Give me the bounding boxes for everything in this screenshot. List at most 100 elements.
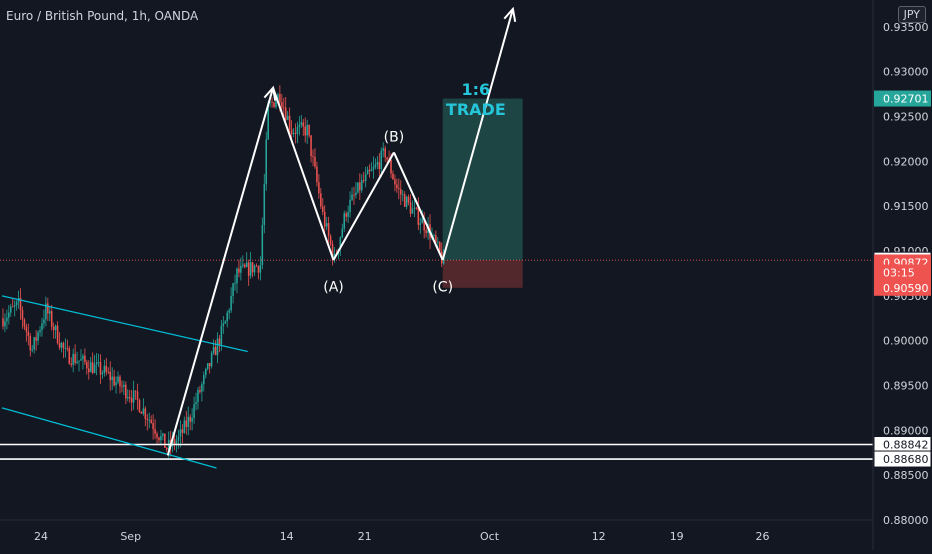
candle-body (253, 265, 256, 273)
candle-body (415, 207, 418, 209)
candle-body (99, 362, 102, 375)
candle-body (74, 353, 76, 363)
candle-body (386, 157, 388, 160)
candle-body (121, 386, 123, 388)
candle-body (425, 230, 427, 234)
candle-body (201, 384, 203, 392)
candle-body (296, 127, 299, 134)
candle-body (144, 408, 147, 419)
candle-body (89, 362, 92, 373)
candle-body (273, 102, 275, 107)
candle-body (88, 368, 90, 373)
candle-body (308, 124, 310, 136)
candle-body (398, 188, 400, 190)
candle-body (6, 317, 8, 322)
wave-segment (166, 87, 275, 456)
candle-body (281, 102, 283, 108)
price-tick-label: 0.92500 (883, 111, 929, 124)
candle-body (60, 343, 63, 348)
projection-arrow-head (503, 6, 517, 22)
candle-body (284, 107, 287, 120)
candle-body (382, 148, 384, 151)
chart-legend: Euro / British Pound, 1h, OANDA (6, 9, 199, 23)
candle-body (11, 306, 14, 308)
candle-body (214, 346, 217, 356)
price-badge-countdown (874, 264, 931, 281)
price-tick-label: 0.93000 (883, 66, 929, 79)
candle-body (245, 262, 248, 267)
currency-button[interactable]: JPY (897, 6, 926, 23)
candle-body (62, 343, 65, 349)
candle-body (433, 235, 435, 236)
candle-body (353, 194, 355, 196)
candle-body (368, 169, 371, 172)
candle-body (359, 182, 361, 191)
candle-body (21, 309, 24, 320)
price-tick-label: 0.91500 (883, 200, 929, 213)
candle-body (226, 312, 228, 322)
candle-body (347, 212, 349, 217)
candle-body (323, 211, 326, 227)
candle-body (362, 180, 365, 181)
candle-body (132, 390, 135, 403)
time-tick-label: 12 (592, 530, 606, 543)
candle-body (29, 335, 32, 351)
candle-body (103, 365, 106, 373)
candle-body (322, 206, 324, 212)
candle-body (39, 330, 41, 333)
candle-body (119, 376, 121, 387)
time-tick-label: Oct (480, 530, 500, 543)
candle-body (27, 331, 30, 336)
candle-body (193, 404, 195, 419)
candle-body (409, 202, 412, 214)
candle-body (105, 365, 108, 372)
candle-body (10, 306, 12, 313)
candle-body (306, 124, 308, 136)
candle-body (263, 184, 266, 226)
candle-body (224, 321, 227, 324)
candle-body (45, 303, 47, 320)
candle-body (25, 326, 28, 332)
candle-body (394, 179, 396, 185)
candle-body (259, 265, 262, 273)
candle-body (339, 237, 342, 250)
candle-body (173, 438, 176, 445)
candle-body (265, 139, 267, 185)
candle-body (400, 189, 402, 195)
candle-body (302, 122, 305, 127)
candle-body (82, 355, 84, 360)
candle-body (283, 107, 285, 109)
candle-body (292, 132, 295, 135)
candle-body (396, 184, 398, 189)
candle-body (407, 196, 410, 203)
candle-body (179, 429, 182, 437)
candle-body (49, 311, 51, 314)
candle-body (8, 312, 10, 318)
candle-body (95, 362, 98, 365)
candle-body (275, 100, 277, 107)
candle-body (50, 311, 53, 327)
candle-body (187, 416, 189, 427)
candle-body (93, 364, 96, 373)
price-tick-label: 0.89000 (883, 424, 929, 437)
candle-body (218, 338, 221, 345)
price-tick-label: 0.88500 (883, 469, 929, 482)
channel-line (1, 407, 217, 469)
candle-body (86, 362, 88, 369)
candle-body (164, 433, 166, 448)
candle-body (294, 132, 297, 134)
candle-body (52, 326, 55, 330)
candle-body (411, 208, 414, 214)
candle-body (249, 262, 252, 276)
candle-body (390, 159, 392, 174)
candle-body (351, 194, 353, 200)
wave-label-c: (C) (432, 279, 453, 295)
time-tick-label: 24 (34, 530, 48, 543)
candle-body (68, 348, 71, 364)
candle-body (35, 337, 37, 341)
candle-body (345, 213, 347, 217)
candle-body (117, 376, 119, 383)
candle-body (166, 447, 168, 450)
